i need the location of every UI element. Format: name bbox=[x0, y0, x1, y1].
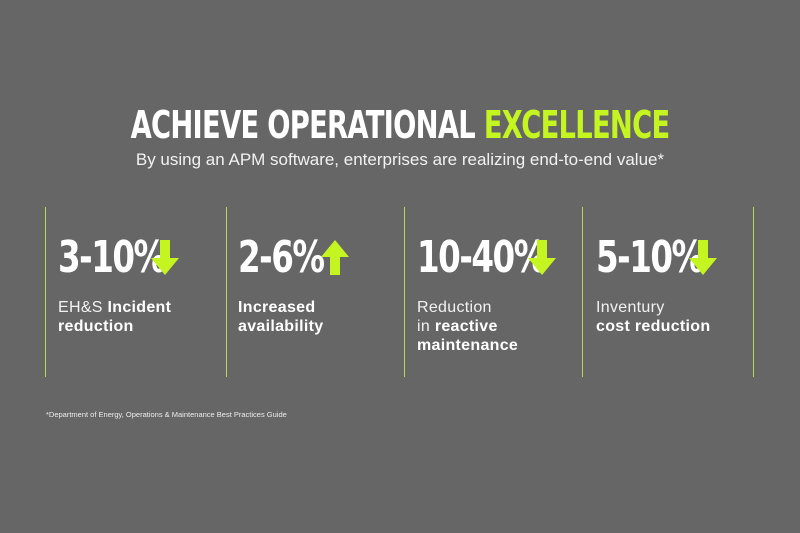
stat-increased-availability: 2-6% Increased availability bbox=[238, 232, 408, 336]
label-text: in bbox=[417, 318, 435, 335]
label-bold: Increased bbox=[238, 299, 316, 316]
divider bbox=[753, 207, 754, 377]
label-text: Reduction bbox=[417, 299, 492, 316]
label-bold: maintenance bbox=[417, 337, 519, 354]
stat-label: EH&S Incident reduction bbox=[58, 298, 228, 336]
arrow-down-icon bbox=[689, 240, 717, 275]
stat-reactive-maintenance: 10-40% Reduction in reactive maintenance bbox=[417, 232, 587, 355]
arrow-down-icon bbox=[528, 240, 556, 275]
label-bold: cost reduction bbox=[596, 318, 711, 335]
stat-inventory-cost-reduction: 5-10% Inventury cost reduction bbox=[596, 232, 766, 336]
divider bbox=[404, 207, 405, 377]
stat-value: 10-40% bbox=[417, 232, 546, 283]
arrow-up-icon bbox=[321, 240, 349, 275]
label-bold: availability bbox=[238, 318, 324, 335]
stat-label: Increased availability bbox=[238, 298, 408, 336]
title-main: ACHIEVE OPERATIONAL bbox=[130, 103, 484, 147]
stat-value: 5-10% bbox=[596, 232, 704, 283]
stat-label: Inventury cost reduction bbox=[596, 298, 766, 336]
label-bold: reduction bbox=[58, 318, 134, 335]
stat-value: 3-10% bbox=[58, 232, 166, 283]
page-subtitle: By using an APM software, enterprises ar… bbox=[135, 150, 665, 169]
divider bbox=[45, 207, 46, 377]
label-text: Inventury bbox=[596, 299, 665, 316]
label-bold: Incident bbox=[107, 299, 172, 316]
footnote: *Department of Energy, Operations & Main… bbox=[46, 410, 287, 419]
page-title: ACHIEVE OPERATIONAL EXCELLENCE bbox=[112, 103, 688, 147]
title-accent: EXCELLENCE bbox=[483, 103, 670, 147]
divider bbox=[582, 207, 583, 377]
label-text: EH&S bbox=[58, 299, 108, 316]
stat-label: Reduction in reactive maintenance bbox=[417, 298, 587, 355]
arrow-down-icon bbox=[151, 240, 179, 275]
label-bold: reactive bbox=[434, 318, 498, 335]
stat-value: 2-6% bbox=[238, 232, 325, 283]
divider bbox=[226, 207, 227, 377]
stat-incident-reduction: 3-10% EH&S Incident reduction bbox=[58, 232, 228, 336]
